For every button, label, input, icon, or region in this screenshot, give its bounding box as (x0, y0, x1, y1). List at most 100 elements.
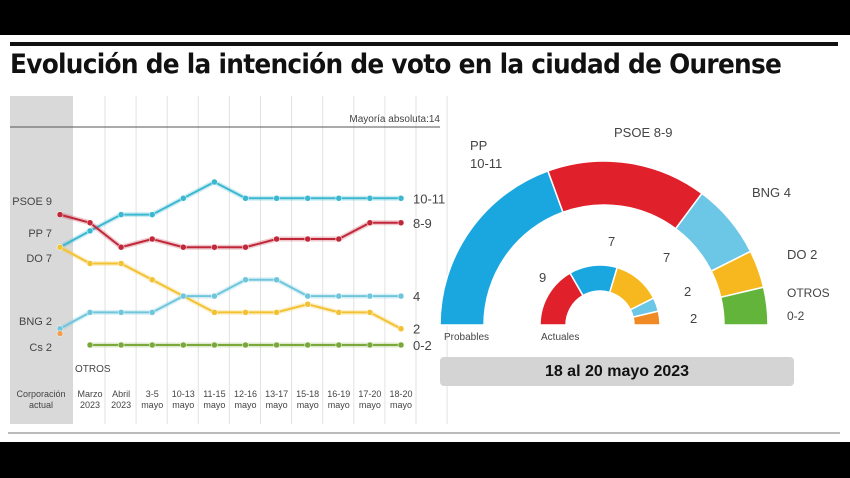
series-line-pp (59, 180, 401, 249)
data-point-psoe (117, 243, 125, 251)
label-psoe: PSOE 8-9 (614, 125, 673, 140)
probables-label: Probables (444, 332, 489, 343)
data-point-psoe (335, 235, 343, 243)
x-tick-label: mayo (172, 400, 194, 410)
data-point-pp (211, 178, 218, 186)
x-tick-label: mayo (328, 400, 350, 410)
actuales-label-psoe: 9 (539, 270, 546, 285)
data-point-cs (56, 330, 64, 337)
data-point-psoe (56, 211, 64, 218)
x-tick-label: 16-19 (327, 389, 350, 399)
x-tick-label: mayo (141, 400, 163, 410)
x-tick-label: Corporación (16, 389, 65, 399)
x-tick-label: mayo (359, 400, 381, 410)
data-point-do (211, 309, 218, 316)
data-point-pp (397, 195, 405, 202)
data-point-otros (304, 341, 311, 349)
actuales-label-do: 7 (663, 250, 670, 265)
label-do: DO 2 (787, 247, 817, 262)
series-end-label-pp: 10-11 (413, 191, 445, 206)
data-point-psoe (211, 243, 218, 251)
probables-slice (546, 160, 703, 230)
data-point-otros (211, 341, 218, 349)
data-point-otros (366, 341, 374, 349)
label-bng: BNG 4 (752, 185, 791, 200)
probables-slice (719, 286, 769, 326)
series-line-bng (59, 278, 401, 330)
x-tick-label: 17-20 (358, 389, 381, 399)
data-point-bng (242, 276, 249, 284)
data-point-otros (273, 341, 280, 349)
x-tick-label: 18-20 (389, 389, 412, 399)
data-point-do (366, 309, 374, 316)
data-point-otros (117, 341, 125, 349)
x-tick-label: 12-16 (234, 389, 257, 399)
x-tick-label: 10-13 (172, 389, 195, 399)
x-tick-label: mayo (297, 400, 319, 410)
x-tick-label: 11-15 (203, 389, 225, 399)
majority-label: Mayoría absoluta:14 (349, 114, 440, 125)
data-point-pp (242, 195, 249, 202)
series-start-label-pp: PP 7 (28, 228, 52, 240)
data-point-otros (148, 341, 156, 349)
actuales-slice (632, 310, 661, 326)
x-tick-label: Marzo (77, 389, 102, 399)
series-start-label-otros: OTROS (75, 364, 111, 375)
data-point-bng (335, 292, 343, 300)
x-tick-label: 15-18 (296, 389, 319, 399)
data-point-otros (86, 341, 94, 349)
series-start-label-bng: BNG 2 (19, 316, 52, 328)
actuales-label-cs: 2 (690, 311, 697, 326)
series-start-label-cs: Cs 2 (29, 342, 52, 354)
actuales-label-pp: 7 (608, 234, 615, 249)
current-corporation-column (10, 96, 73, 424)
data-point-psoe (397, 219, 405, 226)
series-start-label-psoe: PSOE 9 (12, 196, 52, 208)
data-point-pp (273, 195, 280, 202)
label-pp-value: 10-11 (470, 156, 502, 171)
data-point-otros (397, 341, 405, 349)
actuales-label: Actuales (541, 332, 579, 343)
date-badge: 18 al 20 mayo 2023 (440, 357, 794, 386)
data-point-bng (397, 292, 405, 300)
x-tick-label: Abril (112, 389, 130, 399)
series-end-label-psoe: 8-9 (413, 216, 432, 231)
data-point-psoe (242, 243, 249, 251)
label-pp-name: PP (470, 138, 487, 153)
series-end-label-do: 2 (413, 322, 420, 337)
data-point-pp (148, 211, 156, 218)
data-point-psoe (148, 235, 156, 243)
data-point-do (242, 309, 249, 316)
page-title: Evolución de la intención de voto en la … (10, 49, 782, 80)
data-point-psoe (180, 243, 187, 251)
bottom-rule (8, 432, 840, 434)
label-otros-value: 0-2 (787, 309, 805, 323)
series-line-do (59, 246, 402, 330)
x-tick-label: 3-5 (146, 389, 159, 399)
x-tick-label: 13-17 (265, 389, 288, 399)
series-end-label-bng: 4 (413, 289, 420, 304)
data-point-otros (242, 341, 249, 349)
x-tick-label: 2023 (111, 400, 131, 410)
series-start-label-do: DO 7 (26, 253, 52, 265)
x-tick-label: mayo (266, 400, 288, 410)
series-end-label-otros: 0-2 (413, 338, 432, 353)
data-point-bng (180, 292, 187, 300)
x-tick-label: mayo (203, 400, 225, 410)
data-point-do (304, 301, 311, 308)
label-otros-name: OTROS (787, 286, 830, 300)
data-point-psoe (304, 235, 311, 243)
data-point-bng (211, 292, 218, 300)
data-point-bng (117, 309, 125, 316)
data-point-bng (273, 276, 280, 284)
data-point-do (86, 260, 94, 267)
data-point-do (56, 243, 64, 251)
title-rule (10, 42, 838, 46)
data-point-pp (366, 195, 374, 202)
actuales-label-bng: 2 (684, 284, 691, 299)
data-point-bng (304, 292, 311, 300)
data-point-otros (180, 341, 187, 349)
data-point-pp (86, 227, 94, 235)
data-point-bng (148, 309, 156, 316)
